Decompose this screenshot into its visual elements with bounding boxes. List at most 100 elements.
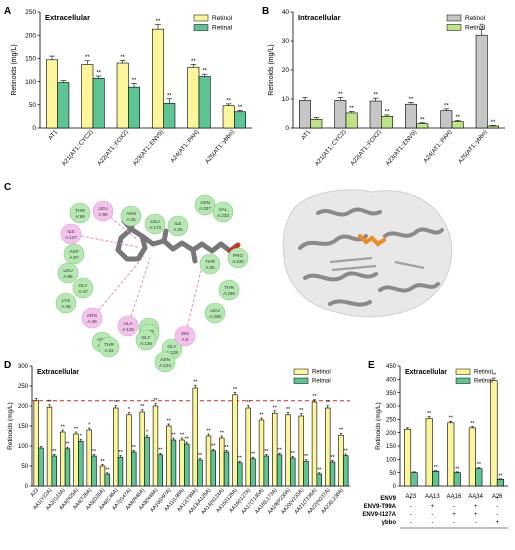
panel-letter-d: D — [4, 360, 11, 371]
y-tick-label: 350 — [386, 391, 397, 397]
significance-mark: ** — [291, 451, 296, 457]
chart-title: Intracellular — [298, 13, 341, 22]
residue-name: LYS — [62, 298, 71, 304]
bar-retinol — [179, 439, 185, 487]
genotype-cell: + — [452, 512, 456, 518]
bar-retinol — [447, 422, 455, 487]
residue-node — [55, 292, 77, 314]
y-tick-label: 100 — [386, 458, 397, 464]
bar-retinal — [104, 473, 110, 487]
genotype-row-label: ENV9-T99A — [364, 504, 397, 510]
significance-mark: ** — [409, 97, 414, 103]
y-tick-label: 50 — [21, 464, 28, 470]
residue-name: ZIN — [181, 331, 189, 337]
significance-mark: ** — [156, 19, 161, 25]
significance-mark: ** — [185, 437, 190, 443]
significance-mark: ** — [220, 431, 225, 437]
residue-name: GLY — [141, 335, 151, 341]
legend-swatch — [193, 14, 209, 22]
residue-node — [204, 302, 226, 324]
chart-title: Extracellular — [45, 13, 90, 22]
residue-name: ALA — [123, 321, 133, 327]
genotype-cell: + — [474, 504, 478, 510]
bar-retinal — [57, 82, 70, 129]
significance-mark: ** — [114, 400, 119, 406]
legend-label: Retinal — [212, 25, 233, 32]
bar-retinal — [92, 78, 105, 129]
residue-node — [227, 247, 249, 269]
genotype-cell: - — [453, 496, 455, 502]
significance-mark: ** — [246, 400, 251, 406]
y-tick-label: 0 — [393, 484, 397, 490]
x-tick-label: AT1 — [301, 129, 313, 141]
bar-retinal — [223, 451, 230, 487]
significance-mark: * — [80, 434, 83, 440]
significance-mark: ** — [349, 106, 354, 112]
genotype-row-label: ybbo — [382, 520, 397, 526]
significance-mark: ** — [92, 449, 97, 455]
x-tick-label: A23(AT1::ENV9) — [385, 129, 418, 167]
bar-retinal — [38, 447, 44, 487]
protein-structure-image — [282, 189, 453, 318]
bar-retinol — [116, 62, 129, 129]
residue-name: ILE — [174, 221, 181, 227]
bar-retinal — [316, 473, 322, 487]
significance-mark: ** — [224, 445, 229, 451]
legend-swatch — [293, 377, 309, 384]
ligand-structure — [115, 216, 233, 264]
legend-label: Retinol — [465, 15, 486, 22]
residue-node — [117, 315, 139, 337]
y-tick-label: 20 — [282, 67, 290, 74]
significance-mark: ** — [198, 453, 203, 459]
significance-mark: ** — [226, 98, 231, 104]
bar-retinal — [157, 454, 163, 487]
significance-mark: ** — [238, 456, 243, 462]
bar-retinal — [144, 436, 150, 487]
residue-node — [144, 213, 166, 235]
bar-retinal — [210, 450, 216, 487]
bar-retinal — [475, 468, 483, 487]
bar-retinol — [338, 434, 344, 487]
y-tick-label: 100 — [18, 444, 29, 450]
bar-retinol — [222, 105, 235, 129]
genotype-cell: - — [431, 496, 433, 502]
significance-mark: ** — [304, 454, 309, 460]
bar-retinal — [131, 451, 137, 487]
bar-retinol — [245, 407, 251, 487]
x-tick-label: AA13 — [425, 494, 440, 500]
legend-label: Retinol — [474, 370, 493, 376]
significance-mark: ** — [312, 394, 317, 400]
significance-mark: ** — [233, 387, 238, 393]
residue-node — [92, 200, 114, 222]
y-tick-label: 200 — [25, 32, 36, 39]
y-tick-label: 300 — [386, 404, 397, 410]
y-axis-label: Retinoids (mg/L) — [11, 44, 18, 95]
significance-mark: ** — [330, 455, 335, 461]
significance-mark: ** — [317, 467, 322, 473]
significance-mark: ** — [299, 408, 304, 414]
bar-retinal — [381, 116, 393, 129]
bar-retinol — [192, 387, 198, 487]
bar-retinal — [64, 448, 71, 487]
residue-node — [194, 194, 216, 216]
bar-retinol — [298, 415, 304, 487]
legend-swatch — [455, 368, 471, 375]
y-tick-label: 200 — [386, 431, 397, 437]
panel-letter-e: E — [368, 360, 375, 371]
genotype-cell: - — [431, 520, 433, 526]
bar-retinol — [490, 380, 498, 487]
bar-retinal — [128, 86, 140, 129]
significance-mark: ** — [385, 109, 390, 115]
y-axis-label: Retinoids (mg/L) — [268, 44, 275, 95]
x-tick-label: AA34 — [468, 494, 483, 500]
residue-node — [218, 279, 240, 301]
residue-number: A:26 — [205, 265, 215, 270]
bar-retinal — [51, 455, 57, 487]
chart-extracellular-e: 0 50 100 150 200 250 300 350 400 450 Retinoids (mg… — [362, 364, 508, 529]
bar-retinal — [496, 479, 504, 487]
bar-retinal — [117, 456, 124, 487]
legend-swatch — [293, 368, 309, 375]
legend-label: Retinol — [212, 15, 233, 22]
legend-label: Retinal — [474, 379, 493, 385]
